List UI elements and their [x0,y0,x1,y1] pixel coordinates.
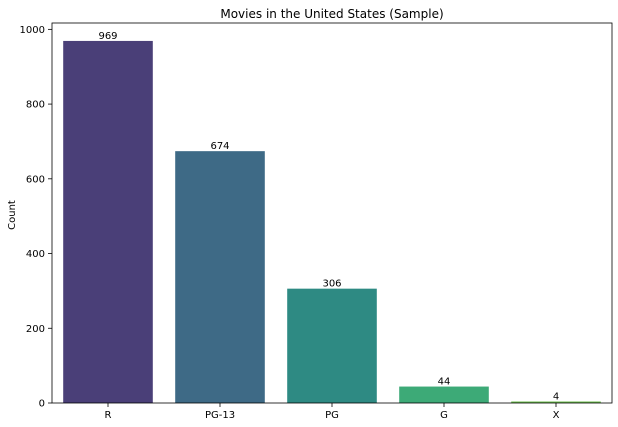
x-tick-label: PG-13 [205,410,235,421]
bar-x [511,401,601,403]
data-label-x: 4 [553,392,559,403]
x-tick-label: G [440,410,448,421]
y-tick-label: 0 [39,399,45,410]
bar-pg-13 [175,151,265,403]
y-tick-label: 400 [26,249,45,260]
ticks-group: R PG-13 PG G X 0 200 400 600 800 1000 [20,25,560,421]
chart-title: Movies in the United States (Sample) [220,7,443,21]
x-tick-label: PG [325,410,339,421]
data-label-pg: 306 [322,279,341,290]
x-tick-label: X [553,410,560,421]
data-label-pg-13: 674 [210,141,229,152]
bar-pg [287,288,377,403]
y-tick-label: 200 [26,324,45,335]
y-tick-label: 1000 [20,25,45,36]
bar-r [63,40,153,403]
y-tick-label: 600 [26,174,45,185]
x-tick-label: R [105,410,112,421]
plot-frame [51,22,613,404]
y-tick-label: 800 [26,100,45,111]
y-axis-label: Count [7,200,18,230]
data-label-r: 969 [98,31,117,42]
data-label-g: 44 [438,377,451,388]
bar-g [399,386,489,403]
